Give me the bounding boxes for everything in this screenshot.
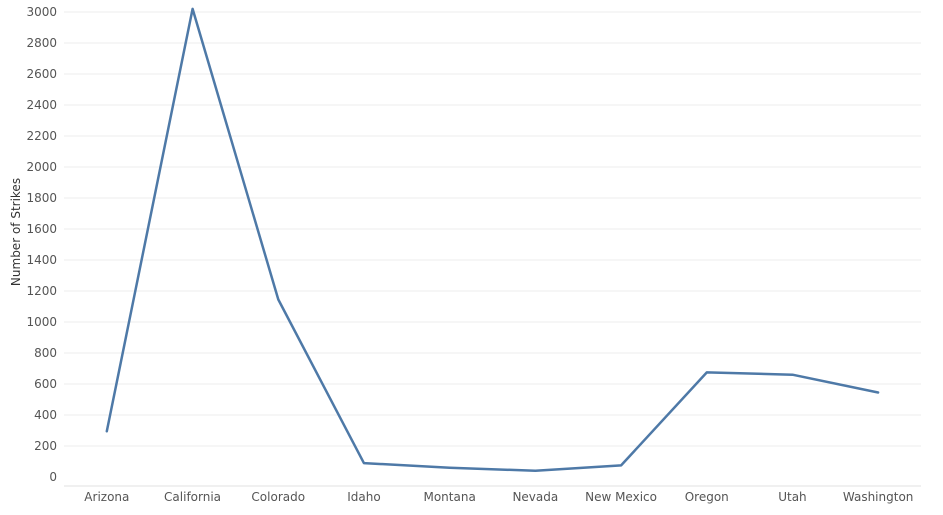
y-tick-label: 1000 — [26, 315, 57, 329]
x-tick-label: Colorado — [251, 490, 305, 504]
series-line — [105, 7, 880, 473]
x-tick-label: New Mexico — [585, 490, 657, 504]
x-tick-label: Arizona — [84, 490, 129, 504]
x-tick-label: Washington — [843, 490, 914, 504]
y-tick-label: 600 — [34, 377, 57, 391]
y-tick-label: 2400 — [26, 98, 57, 112]
y-tick-label: 1800 — [26, 191, 57, 205]
y-tick-label: 1200 — [26, 284, 57, 298]
x-tick-label: Utah — [778, 490, 806, 504]
y-tick-label: 400 — [34, 408, 57, 422]
y-axis-ticks: 0 200 400 600 800 1000 1200 1400 1600 1800 2000 220… — [26, 5, 57, 484]
y-tick-label: 2800 — [26, 36, 57, 50]
y-tick-label: 0 — [49, 470, 57, 484]
x-tick-label: Montana — [423, 490, 475, 504]
y-tick-label: 3000 — [26, 5, 57, 19]
x-tick-label: Idaho — [347, 490, 380, 504]
y-tick-label: 2000 — [26, 160, 57, 174]
x-tick-label: California — [164, 490, 221, 504]
y-tick-label: 1400 — [26, 253, 57, 267]
x-axis-ticks: Arizona California Colorado Idaho Montana Nev… — [84, 490, 913, 504]
y-tick-label: 1600 — [26, 222, 57, 236]
x-tick-label: Nevada — [512, 490, 558, 504]
y-tick-label: 800 — [34, 346, 57, 360]
y-axis-title: Number of Strikes — [9, 178, 23, 286]
series-lines — [105, 7, 880, 473]
y-tick-label: 200 — [34, 439, 57, 453]
y-tick-label: 2200 — [26, 129, 57, 143]
y-tick-label: 2600 — [26, 67, 57, 81]
x-tick-label: Oregon — [685, 490, 729, 504]
grid-lines — [64, 11, 921, 447]
